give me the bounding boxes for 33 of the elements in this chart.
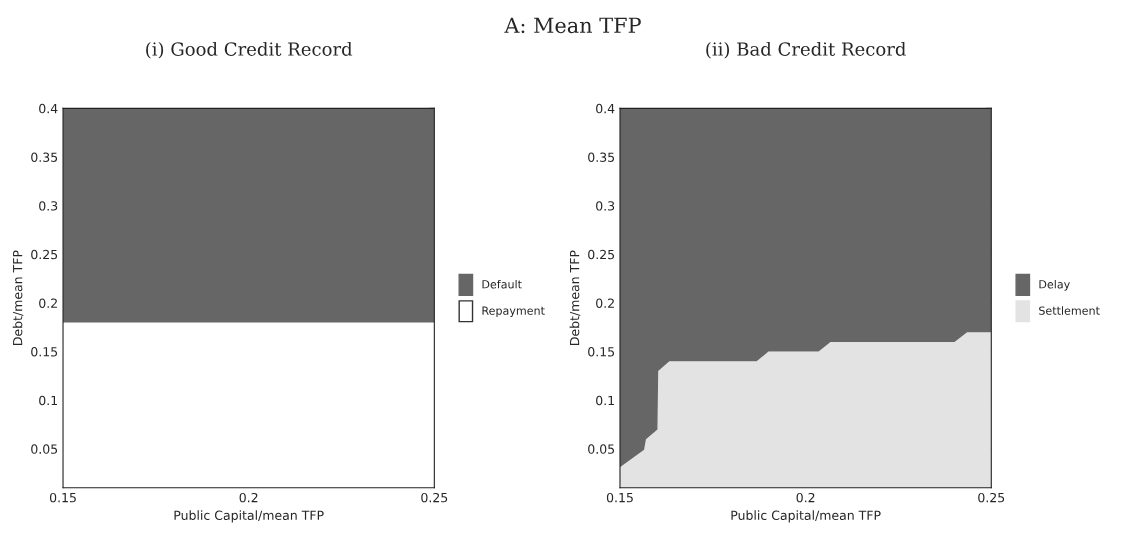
y-tick-label: 0.1 <box>596 395 614 406</box>
y-tick-label: 0.05 <box>31 444 58 454</box>
legend-label: Repayment <box>482 306 545 317</box>
chart-title: (i) Good Credit Record <box>146 41 353 59</box>
x-tick-label: 0.25 <box>978 492 1005 503</box>
legend-label: Delay <box>1039 279 1070 291</box>
y-axis-title: Debt/mean TFP <box>569 250 581 345</box>
legend-label: Default <box>482 279 522 289</box>
text: A: Mean TFP <box>504 17 641 34</box>
x-tick-label: 0.25 <box>421 492 448 503</box>
x-tick-label: 0.2 <box>239 492 258 503</box>
y-tick-label: 0.4 <box>39 103 58 114</box>
y-tick-label: 0.1 <box>39 395 58 406</box>
y-tick-label: 0.35 <box>588 152 615 162</box>
y-axis-title: Debt/mean TFP <box>12 250 24 345</box>
y-tick-label: 0.25 <box>31 249 58 260</box>
y-tick-label: 0.05 <box>588 444 615 454</box>
y-tick-label: 0.15 <box>588 347 615 357</box>
x-tick-label: 0.2 <box>796 492 815 503</box>
y-tick-label: 0.4 <box>596 103 615 114</box>
chart-title: (ii) Bad Credit Record <box>706 41 906 59</box>
y-tick-label: 0.2 <box>39 298 57 308</box>
y-tick-label: 0.15 <box>31 347 58 357</box>
x-tick-label: 0.15 <box>606 492 633 503</box>
x-axis-title: Public Capital/mean TFP <box>731 510 881 523</box>
y-tick-label: 0.3 <box>596 201 615 211</box>
legend-label: Settlement <box>1039 306 1100 315</box>
y-tick-label: 0.25 <box>588 249 615 260</box>
x-axis-title: Public Capital/mean TFP <box>174 510 324 523</box>
y-tick-label: 0.35 <box>31 152 58 162</box>
y-tick-label: 0.2 <box>596 298 614 308</box>
y-tick-label: 0.3 <box>39 201 58 211</box>
x-tick-label: 0.15 <box>49 492 76 503</box>
